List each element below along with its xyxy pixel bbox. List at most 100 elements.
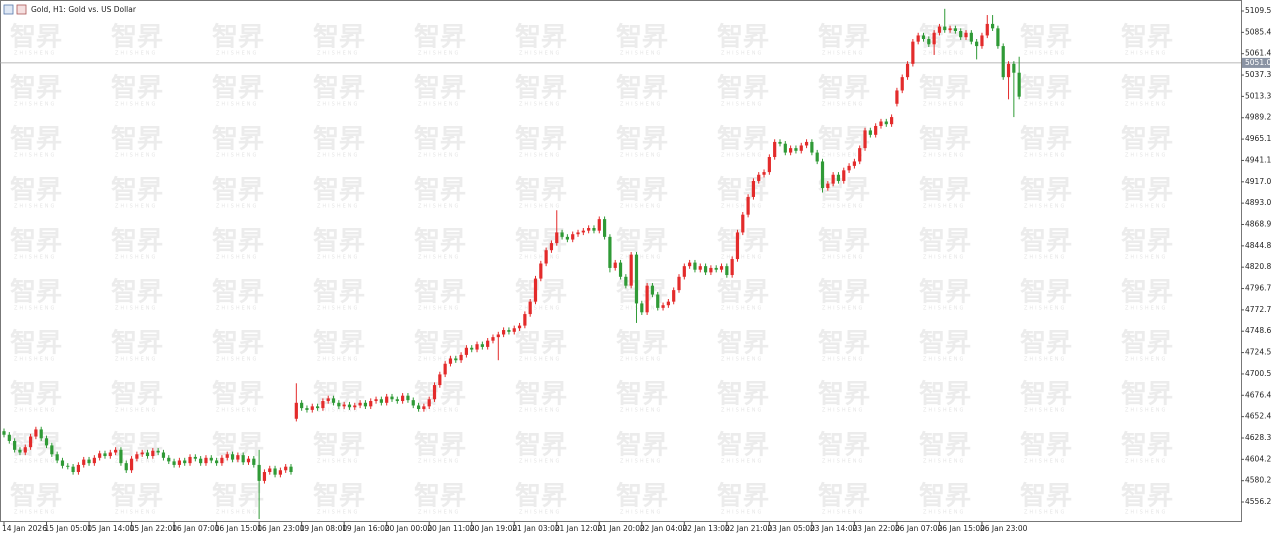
watermark: 智昇 bbox=[515, 329, 567, 359]
watermark: 智昇 bbox=[1020, 380, 1072, 410]
watermark-sub: ZHISHENG bbox=[620, 51, 662, 57]
watermark: 智昇 bbox=[616, 482, 668, 512]
watermark-sub: ZHISHENG bbox=[822, 306, 864, 312]
watermark: 智昇 bbox=[1121, 482, 1173, 512]
watermark-sub: ZHISHENG bbox=[418, 459, 460, 465]
candle-body bbox=[257, 464, 261, 481]
watermark: 智昇 bbox=[717, 380, 769, 410]
watermark: 智昇 bbox=[1020, 125, 1072, 155]
x-tick-label: 14 Jan 2026 bbox=[2, 524, 47, 533]
candle-body bbox=[890, 117, 894, 125]
chart-title: Gold, H1: Gold vs. US Dollar bbox=[31, 5, 137, 14]
watermark-sub: ZHISHENG bbox=[1024, 357, 1066, 363]
candle-body bbox=[310, 406, 314, 410]
candle-body bbox=[517, 325, 522, 329]
candle-body bbox=[385, 396, 389, 403]
y-tick-label: 4844.89 bbox=[1245, 241, 1271, 250]
watermark: 智昇 bbox=[717, 278, 769, 308]
watermark: 智昇 bbox=[212, 482, 264, 512]
candle-body bbox=[331, 398, 336, 403]
candle-body bbox=[145, 452, 150, 457]
candle-body bbox=[613, 262, 617, 268]
y-tick-label: 5085.49 bbox=[1245, 27, 1271, 36]
candle-body bbox=[709, 267, 713, 273]
candle-body bbox=[523, 314, 527, 326]
candle-body bbox=[555, 232, 559, 244]
candle-body bbox=[672, 290, 676, 302]
watermark-sub: ZHISHENG bbox=[216, 204, 258, 210]
candle-body bbox=[571, 234, 575, 240]
x-tick-label: 20 Jan 11:00 bbox=[427, 524, 475, 533]
watermark: 智昇 bbox=[616, 23, 668, 53]
candle-body bbox=[55, 454, 59, 461]
candle-body bbox=[406, 395, 410, 401]
y-tick-label: 4580.23 bbox=[1245, 476, 1271, 485]
x-tick-label: 21 Jan 12:00 bbox=[555, 524, 603, 533]
candle-body bbox=[645, 285, 649, 313]
watermark-sub: ZHISHENG bbox=[721, 510, 763, 516]
watermark: 智昇 bbox=[616, 329, 668, 359]
watermark: 智昇 bbox=[1121, 278, 1173, 308]
candle-body bbox=[1012, 63, 1016, 73]
candle-body bbox=[975, 41, 979, 47]
watermark: 智昇 bbox=[10, 125, 62, 155]
candle-body bbox=[921, 35, 926, 39]
watermark: 智昇 bbox=[1020, 431, 1072, 461]
watermark: 智昇 bbox=[313, 23, 365, 53]
y-tick-label: 4989.25 bbox=[1245, 113, 1271, 122]
watermark-sub: ZHISHENG bbox=[115, 51, 157, 57]
watermark-sub: ZHISHENG bbox=[620, 459, 662, 465]
candle-body bbox=[858, 148, 862, 162]
candle-body bbox=[108, 452, 112, 457]
watermark-sub: ZHISHENG bbox=[721, 51, 763, 57]
candle-body bbox=[135, 454, 139, 459]
watermark-sub: ZHISHENG bbox=[822, 102, 864, 108]
watermark: 智昇 bbox=[212, 329, 264, 359]
y-tick-label: 4604.29 bbox=[1245, 454, 1271, 463]
candle-body bbox=[44, 438, 49, 446]
candle-body bbox=[751, 180, 756, 197]
watermark: 智昇 bbox=[818, 23, 870, 53]
candle-body bbox=[480, 344, 484, 347]
candle-body bbox=[597, 219, 601, 231]
watermark-sub: ZHISHENG bbox=[519, 459, 561, 465]
watermark: 智昇 bbox=[1121, 23, 1173, 53]
watermark-sub: ZHISHENG bbox=[923, 510, 965, 516]
watermark: 智昇 bbox=[818, 278, 870, 308]
candle-body bbox=[911, 41, 915, 64]
watermark-sub: ZHISHENG bbox=[115, 255, 157, 261]
watermark: 智昇 bbox=[313, 431, 365, 461]
candle-body bbox=[847, 165, 851, 171]
y-tick-label: 4965.19 bbox=[1245, 134, 1271, 143]
y-tick-label: 5013.31 bbox=[1245, 91, 1271, 100]
candle-body bbox=[927, 38, 931, 45]
watermark-sub: ZHISHENG bbox=[923, 102, 965, 108]
watermark-sub: ZHISHENG bbox=[721, 408, 763, 414]
watermark: 智昇 bbox=[1020, 482, 1072, 512]
candle-body bbox=[698, 266, 702, 270]
candle-body bbox=[363, 402, 368, 407]
x-tick-label: 23 Jan 05:00 bbox=[767, 524, 815, 533]
candle-body bbox=[879, 121, 883, 126]
candle-body bbox=[438, 374, 442, 386]
candle-body bbox=[390, 396, 394, 400]
watermark: 智昇 bbox=[414, 482, 466, 512]
watermark: 智昇 bbox=[818, 125, 870, 155]
candle-body bbox=[943, 26, 947, 31]
watermark-sub: ZHISHENG bbox=[721, 153, 763, 159]
candle-body bbox=[980, 35, 984, 47]
candle-body bbox=[13, 440, 17, 450]
watermark: 智昇 bbox=[111, 329, 163, 359]
candle-body bbox=[884, 121, 888, 125]
x-tick-label: 21 Jan 20:00 bbox=[597, 524, 645, 533]
candles bbox=[2, 8, 1021, 520]
x-tick-label: 15 Jan 14:00 bbox=[87, 524, 135, 533]
candle-body bbox=[985, 23, 989, 36]
candle-body bbox=[432, 385, 437, 400]
y-tick-label: 4941.13 bbox=[1245, 155, 1271, 164]
watermark-sub: ZHISHENG bbox=[418, 255, 460, 261]
watermark-sub: ZHISHENG bbox=[923, 255, 965, 261]
watermark-sub: ZHISHENG bbox=[115, 306, 157, 312]
watermark: 智昇 bbox=[616, 227, 668, 257]
watermark-sub: ZHISHENG bbox=[822, 204, 864, 210]
